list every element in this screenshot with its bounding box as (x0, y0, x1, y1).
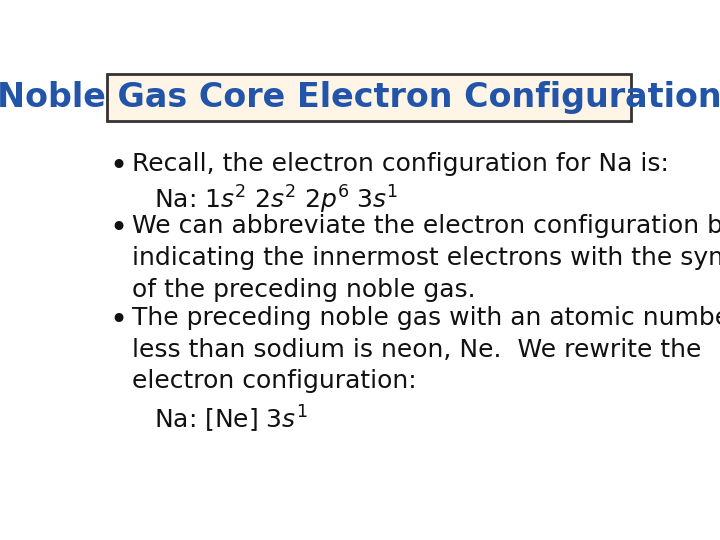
Text: •: • (109, 214, 127, 244)
Text: Noble Gas Core Electron Configurations: Noble Gas Core Electron Configurations (0, 81, 720, 114)
Text: •: • (109, 152, 127, 181)
Text: The preceding noble gas with an atomic number
less than sodium is neon, Ne.  We : The preceding noble gas with an atomic n… (132, 306, 720, 393)
Text: Na: 1$s^2$ 2$s^2$ 2$p^6$ 3$s^1$: Na: 1$s^2$ 2$s^2$ 2$p^6$ 3$s^1$ (154, 183, 399, 215)
Text: Na: [Ne] 3$s^1$: Na: [Ne] 3$s^1$ (154, 404, 307, 435)
FancyBboxPatch shape (107, 75, 631, 121)
Text: We can abbreviate the electron configuration by
indicating the innermost electro: We can abbreviate the electron configura… (132, 214, 720, 302)
Text: •: • (109, 306, 127, 335)
Text: Recall, the electron configuration for Na is:: Recall, the electron configuration for N… (132, 152, 669, 176)
